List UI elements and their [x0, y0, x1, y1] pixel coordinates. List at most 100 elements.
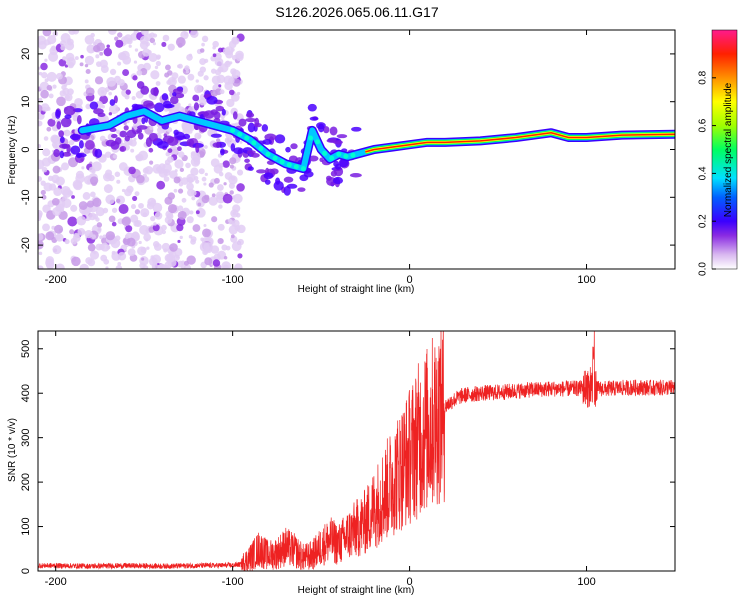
spectrogram-noise	[84, 230, 93, 239]
spectrogram-blob	[233, 147, 244, 155]
spectrogram-noise	[161, 229, 166, 235]
spectrogram-blob	[349, 173, 362, 178]
spectrogram-blob	[256, 169, 267, 174]
spectrogram-noise	[96, 222, 103, 228]
spectrogram-noise	[104, 151, 112, 158]
spectrogram-noise	[96, 42, 106, 52]
spectrogram-noise	[102, 207, 109, 214]
spectrogram-blob	[70, 145, 81, 155]
spectrogram-noise	[40, 89, 49, 99]
spectrogram-noise	[149, 125, 154, 130]
spectrogram-noise	[199, 242, 210, 252]
spectrogram-noise	[124, 94, 130, 100]
spectrogram-noise	[109, 68, 117, 76]
spectrogram-noise	[203, 182, 207, 186]
spectrogram-noise	[203, 75, 209, 81]
spectrogram-noise	[131, 96, 136, 101]
spectrogram-noise	[219, 89, 225, 95]
spectrogram-noise	[106, 76, 117, 87]
spectrogram-blob	[167, 136, 179, 146]
spectrogram-noise	[42, 223, 50, 232]
spectrogram-noise	[177, 188, 184, 194]
spectrogram-noise	[43, 136, 49, 141]
spectrogram-noise	[138, 150, 149, 161]
spectrogram-noise	[152, 224, 160, 232]
spectrogram-blob	[283, 186, 291, 196]
spectrogram-noise	[189, 210, 194, 215]
spectrogram-noise	[121, 216, 131, 227]
spectrogram-blob	[206, 95, 218, 105]
spectrogram-noise	[47, 118, 56, 127]
spectrogram-noise	[201, 35, 209, 43]
spectrogram-y-tick-label: -10	[20, 189, 32, 205]
spectrogram-noise	[134, 191, 140, 197]
spectrogram-blob	[59, 150, 65, 159]
spectrogram-noise	[179, 235, 183, 240]
spectrogram-noise	[150, 255, 155, 260]
spectrogram-noise	[231, 69, 241, 79]
spectrogram-noise	[211, 193, 216, 198]
spectrogram-blob	[94, 148, 103, 158]
spectrogram-noise	[38, 120, 43, 127]
spectrogram-noise	[84, 63, 89, 68]
spectrogram-noise	[111, 221, 117, 227]
spectrogram-blob	[172, 88, 184, 94]
spectrogram-noise	[115, 264, 123, 269]
spectrogram-blob	[119, 130, 128, 138]
spectrogram-blob	[148, 132, 158, 142]
spectrogram-noise	[132, 75, 138, 81]
spectrogram-blob	[323, 126, 330, 134]
spectrogram-noise	[71, 195, 75, 199]
spectrogram-noise	[199, 66, 206, 73]
snr-x-axis-title: Height of straight line (km)	[298, 585, 415, 596]
spectrogram-blob	[76, 153, 87, 158]
spectrogram-noise	[192, 224, 201, 233]
spectrogram-noise	[237, 253, 243, 259]
spectrogram-noise	[201, 42, 205, 47]
spectrogram-noise	[148, 147, 154, 153]
spectrogram-noise	[95, 243, 103, 251]
spectrogram-noise	[116, 179, 121, 184]
chart-title: S126.2026.065.06.11.G17	[275, 4, 438, 20]
spectrogram-noise	[120, 145, 127, 152]
spectrogram-noise	[64, 238, 70, 245]
spectrogram-noise	[177, 63, 183, 69]
spectrogram-noise	[55, 263, 65, 269]
spectrogram-noise	[90, 191, 96, 198]
ridge-dot	[244, 135, 250, 141]
spectrogram-noise	[190, 151, 201, 161]
spectrogram-blob	[137, 132, 144, 140]
spectrogram-noise	[157, 263, 168, 269]
spectrogram-noise	[236, 169, 244, 176]
spectrogram-noise	[38, 159, 45, 170]
spectrogram-blob	[195, 143, 200, 154]
spectrogram-noise	[167, 203, 178, 214]
spectrogram-noise	[197, 134, 202, 139]
spectrogram-x-tick-label: -200	[45, 274, 67, 286]
spectrogram-noise	[212, 259, 221, 267]
spectrogram-x-axis-title: Height of straight line (km)	[298, 284, 415, 295]
spectrogram-noise	[162, 34, 170, 42]
spectrogram-blob	[333, 140, 343, 145]
spectrogram-noise	[138, 202, 144, 209]
spectrogram-noise	[56, 96, 66, 107]
spectrogram-noise	[176, 224, 184, 232]
spectrogram-noise	[161, 224, 167, 231]
spectrogram-noise	[68, 139, 75, 146]
snr-series-line	[38, 331, 675, 571]
spectrogram-noise	[186, 216, 194, 224]
spectrogram-blob	[250, 153, 260, 158]
spectrogram-noise	[148, 257, 158, 266]
spectrogram-noise	[229, 157, 237, 165]
spectrogram-noise	[125, 235, 129, 239]
spectrogram-noise	[117, 252, 127, 261]
spectrogram-noise	[186, 255, 196, 265]
spectrogram-blob	[63, 105, 76, 116]
spectrogram-noise	[163, 248, 168, 253]
spectrogram-noise	[103, 258, 110, 265]
spectrogram-noise	[46, 71, 57, 82]
spectrogram-noise	[114, 171, 121, 178]
spectrogram-blob	[261, 124, 269, 132]
spectrogram-blob	[109, 99, 116, 106]
spectrogram-noise	[63, 129, 71, 137]
